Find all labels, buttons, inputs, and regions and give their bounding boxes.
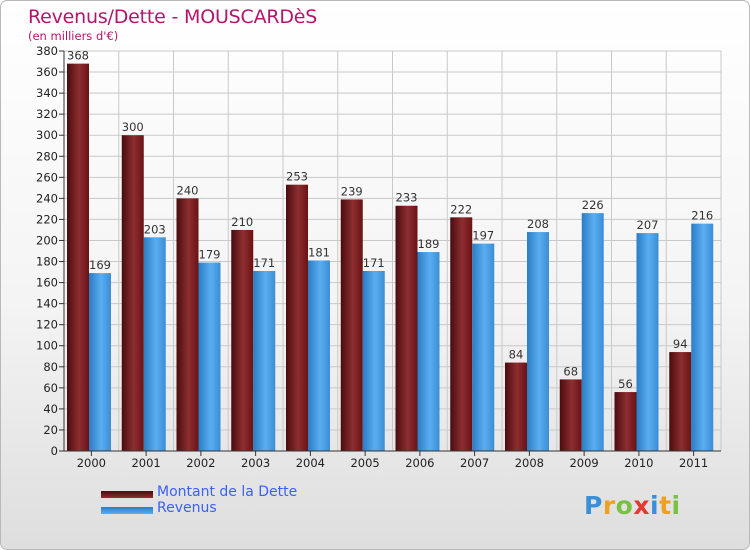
x-tick-label: 2011 [679,456,708,470]
data-label-revenus: 181 [308,245,330,259]
bar-revenus [417,252,440,451]
data-label-debt: 233 [396,191,418,205]
bar-debt [176,198,199,451]
x-tick-label: 2003 [241,456,270,470]
bar-debt [450,217,473,451]
data-label-revenus: 179 [199,248,221,262]
y-tick-label: 340 [36,86,58,100]
bar-revenus [362,271,385,451]
logo-letter: i [671,491,681,520]
y-tick-label: 160 [36,276,58,290]
logo-letter: r [602,491,616,520]
bar-revenus [198,262,221,451]
bar-revenus [253,271,276,451]
data-label-debt: 300 [122,120,144,134]
logo-letter: P [584,491,603,520]
x-tick-label: 2001 [131,456,160,470]
y-tick-label: 240 [36,191,58,205]
bar-revenus [581,213,604,451]
x-tick-label: 2002 [186,456,215,470]
data-label-revenus: 197 [472,229,494,243]
x-tick-label: 2009 [569,456,598,470]
chart-title: Revenus/Dette - MOUSCARDèS [28,6,318,28]
logo-letter: i [650,491,660,520]
y-tick-label: 140 [36,297,58,311]
y-tick-label: 260 [36,170,58,184]
bar-debt [67,63,89,451]
legend-label-debt: Montant de la Dette [157,484,298,500]
logo-letter: x [633,491,650,520]
logo-letter: o [615,491,634,520]
y-tick-label: 60 [43,381,58,395]
data-label-revenus: 171 [253,256,275,270]
proxiti-logo: Proxiti [584,491,681,520]
data-label-debt: 210 [231,215,253,229]
data-label-revenus: 203 [144,222,166,236]
data-label-debt: 240 [177,183,199,197]
bar-revenus [308,260,330,451]
y-tick-label: 320 [36,107,58,121]
x-tick-label: 2010 [624,456,653,470]
data-label-revenus: 171 [363,256,385,270]
bar-revenus [527,232,549,451]
y-tick-label: 100 [36,339,58,353]
bar-revenus [89,273,111,451]
data-label-debt: 68 [563,364,578,378]
x-tick-label: 2006 [405,456,434,470]
y-tick-label: 180 [36,255,58,269]
bar-revenus [472,243,495,451]
data-label-revenus: 189 [418,237,440,251]
y-tick-label: 360 [36,65,58,79]
bar-debt [614,392,637,451]
data-label-debt: 368 [67,49,89,63]
data-label-debt: 94 [673,337,688,351]
bar-debt [559,379,582,451]
x-tick-label: 2005 [350,456,379,470]
x-tick-label: 2007 [460,456,489,470]
y-tick-label: 80 [43,360,58,374]
data-label-debt: 222 [450,202,472,216]
legend-label-revenus: Revenus [157,500,217,516]
bar-debt [395,205,418,451]
y-tick-label: 120 [36,318,58,332]
chart-subtitle: (en milliers d'€) [28,29,119,43]
legend-swatch-revenus [101,507,153,514]
bar-debt [286,184,308,451]
y-tick-label: 0 [51,444,58,458]
bar-debt [231,229,254,451]
data-label-revenus: 208 [527,217,549,231]
bar-debt [669,352,692,451]
bar-debt [505,362,527,451]
data-label-revenus: 226 [582,198,604,212]
data-label-debt: 239 [341,184,363,198]
y-tick-label: 40 [43,402,58,416]
logo-letter: t [659,491,672,520]
data-label-debt: 253 [286,170,308,184]
y-tick-label: 300 [36,128,58,142]
x-tick-label: 2008 [515,456,544,470]
data-label-revenus: 169 [89,258,111,272]
data-label-debt: 56 [618,377,633,391]
data-label-revenus: 207 [637,218,659,232]
bar-revenus [691,223,714,451]
bar-debt [121,135,144,452]
bar-debt [340,199,363,451]
y-tick-label: 380 [36,44,58,58]
x-tick-label: 2000 [77,456,106,470]
y-tick-label: 200 [36,233,58,247]
data-label-debt: 84 [509,348,524,362]
data-label-revenus: 216 [691,209,713,223]
bar-revenus [143,237,166,451]
legend-swatch-debt [101,491,153,498]
y-tick-label: 20 [43,423,58,437]
y-tick-label: 220 [36,212,58,226]
x-tick-label: 2004 [296,456,325,470]
bar-revenus [636,233,659,451]
y-tick-label: 280 [36,149,58,163]
